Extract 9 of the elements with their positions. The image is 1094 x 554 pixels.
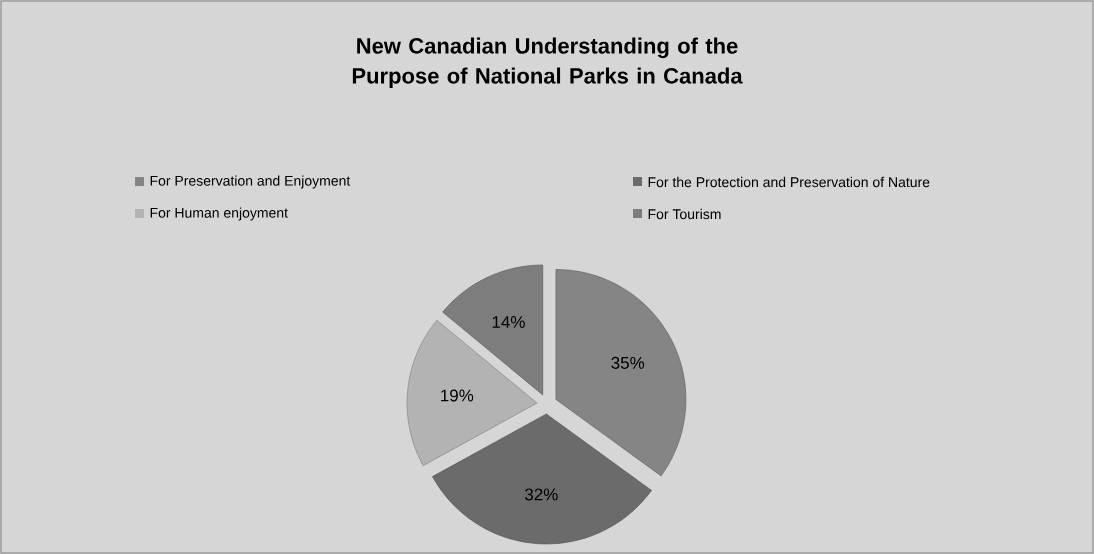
data-label: 19% [441, 389, 474, 402]
data-label: 35% [611, 356, 645, 369]
legend-label: For Preservation and Enjoyment [150, 175, 351, 189]
data-label: 14% [492, 316, 525, 328]
data-label: 32% [524, 488, 558, 501]
legend-label: For Human enjoyment [150, 207, 288, 221]
chart-title: New Canadian Understanding of the Purpose of National Parks in Canada [352, 37, 743, 89]
legend-label: For the Protection and Preservation of Nature [648, 176, 930, 188]
legend-label: For Tourism [648, 208, 721, 220]
